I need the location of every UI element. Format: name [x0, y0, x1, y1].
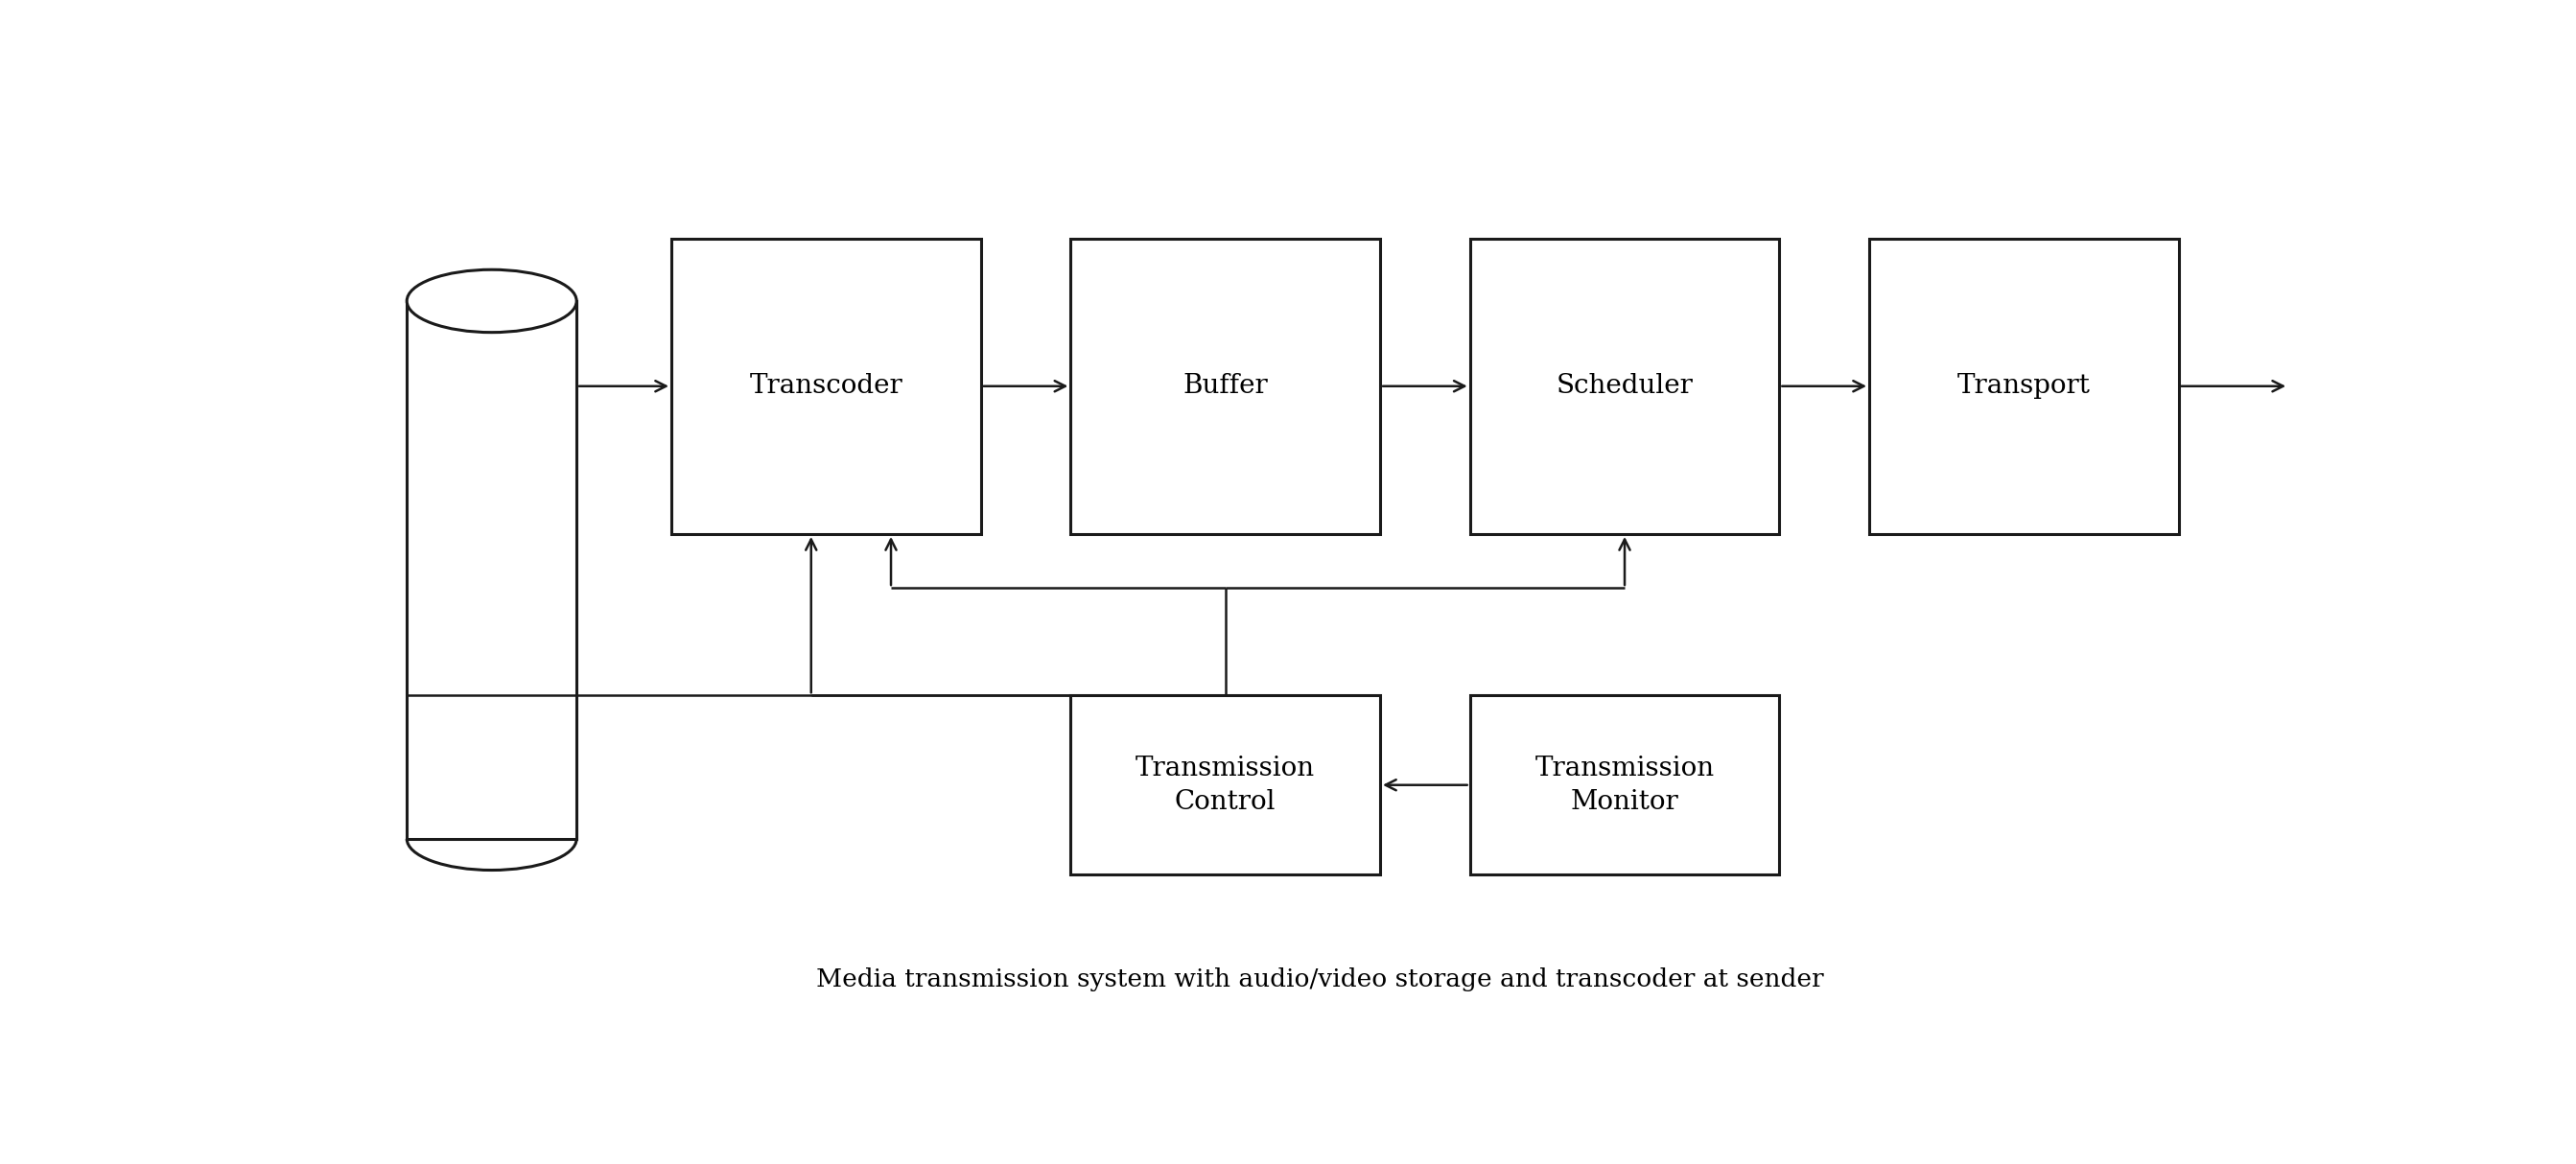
Text: Media transmission system with audio/video storage and transcoder at sender: Media transmission system with audio/vid…: [817, 967, 1824, 992]
Bar: [1471, 239, 1780, 534]
Text: Scheduler: Scheduler: [1556, 374, 1692, 399]
Bar: [672, 239, 981, 534]
Bar: [407, 301, 577, 839]
Bar: [1870, 239, 2179, 534]
Text: Transmission
Control: Transmission Control: [1136, 755, 1316, 815]
Text: Transport: Transport: [1958, 374, 2092, 399]
Ellipse shape: [407, 270, 577, 333]
Bar: [1072, 239, 1381, 534]
Text: Transcoder: Transcoder: [750, 374, 902, 399]
Bar: [1072, 695, 1381, 874]
Text: Buffer: Buffer: [1182, 374, 1267, 399]
Bar: [1471, 695, 1780, 874]
Text: Transmission
Monitor: Transmission Monitor: [1535, 755, 1716, 815]
